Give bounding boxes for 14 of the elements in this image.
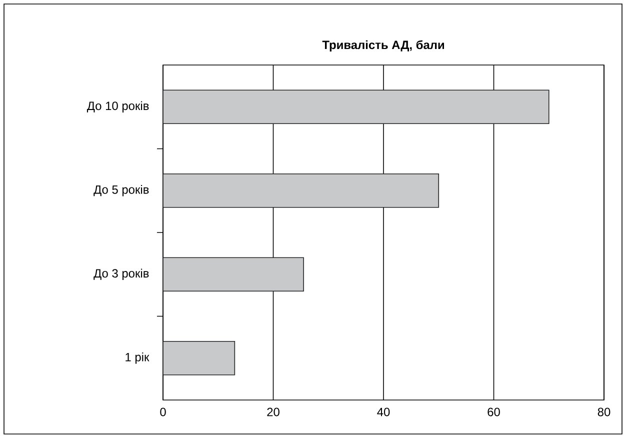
y-tick-label: До 10 років: [86, 101, 149, 112]
x-tick-label: 60: [488, 408, 500, 416]
bar: [163, 340, 236, 376]
x-tick-label: 20: [267, 408, 280, 416]
x-tick-label: 40: [377, 408, 390, 416]
y-tick-label: 1 рік: [126, 352, 150, 364]
chart-title: Тривалість АД, бали: [322, 40, 444, 52]
bar: [163, 257, 304, 292]
y-tick-label: До 5 років: [94, 185, 149, 196]
bar: [163, 90, 550, 124]
x-tick-label: 0: [160, 408, 166, 416]
x-tick-label: 80: [598, 408, 610, 416]
y-tick-label: До 3 років: [94, 268, 149, 280]
bar: [163, 173, 440, 208]
